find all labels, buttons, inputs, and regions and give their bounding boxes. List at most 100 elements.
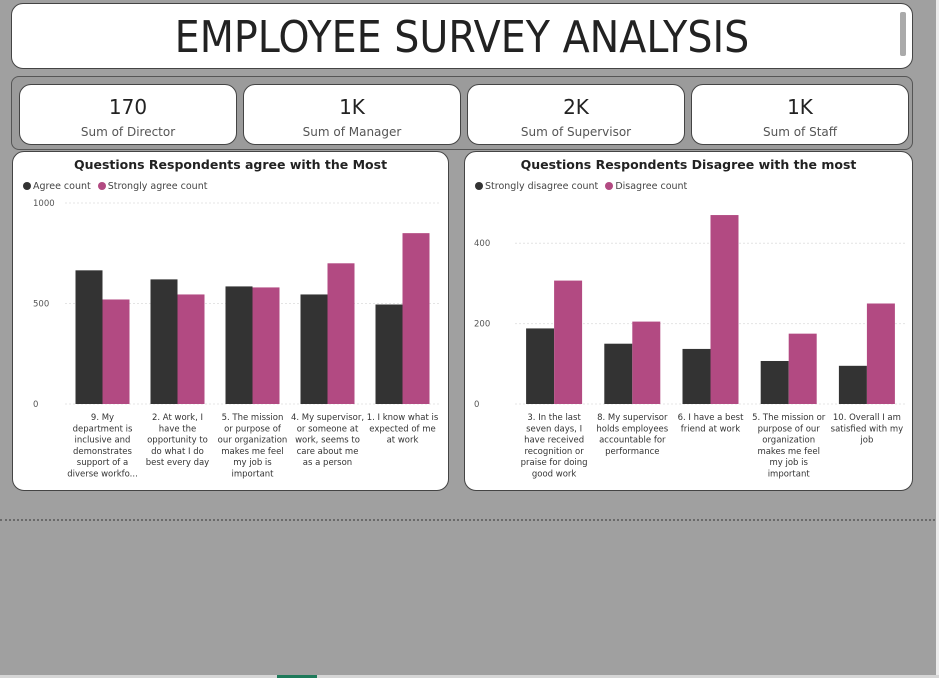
chart-title: Questions Respondents agree with the Mos… xyxy=(73,157,388,172)
legend-dot xyxy=(97,182,106,190)
x-tick-label-line: opportunity to xyxy=(147,436,208,446)
active-page-tab[interactable] xyxy=(277,675,317,678)
bar[interactable] xyxy=(760,360,789,404)
x-tick-label-line: job xyxy=(859,436,873,446)
bar[interactable] xyxy=(225,286,253,404)
legend-item[interactable]: Disagree count xyxy=(605,181,687,192)
legend-dot xyxy=(23,182,31,190)
kpi-label: Sum of Manager xyxy=(302,125,402,139)
x-tick-label-line: 2. At work, I xyxy=(152,413,203,423)
page-title: EMPLOYEE SURVEY ANALYSIS xyxy=(174,12,750,63)
x-tick-label-line: work, seems to xyxy=(295,436,360,446)
bar[interactable] xyxy=(327,263,355,404)
legend-label: Strongly disagree count xyxy=(485,181,599,192)
x-tick-label-line: support of a xyxy=(77,458,128,468)
x-tick-label-line: makes me feel xyxy=(221,447,284,457)
kpi-value: 170 xyxy=(108,95,148,119)
x-tick-label-line: demonstrates xyxy=(73,447,133,457)
bar[interactable] xyxy=(252,287,280,404)
disagree-bar-chart: 0 200 400 3. In the last seven days, I have r… xyxy=(474,215,906,480)
x-tick-label-line: 1. I know what is xyxy=(367,413,439,423)
x-tick-label: 8. My supervisor holds employees accountab… xyxy=(596,413,668,457)
kpi-card-manager[interactable]: 1K Sum of Manager xyxy=(243,84,461,145)
bar[interactable] xyxy=(150,279,178,404)
x-tick-label-line: 8. My supervisor xyxy=(597,413,668,423)
x-tick-label-line: satisfied with my xyxy=(831,424,904,434)
page-tabs-bar xyxy=(0,675,939,678)
x-tick-label-line: my job is xyxy=(769,458,808,468)
window-edge xyxy=(936,0,939,678)
kpi-value: 1K xyxy=(339,95,365,119)
bar[interactable] xyxy=(632,321,661,404)
x-tick-label-line: 5. The mission or xyxy=(752,413,826,423)
legend-item[interactable]: Strongly disagree count xyxy=(475,181,598,192)
x-tick-label-line: or someone at xyxy=(297,424,359,434)
chart-legend: Strongly disagree count Disagree count xyxy=(475,181,691,192)
x-tick-label: 6. I have a best friend at work xyxy=(678,413,745,434)
x-tick-label-line: best every day xyxy=(146,458,209,468)
x-tick-label-line: performance xyxy=(605,447,659,457)
kpi-card-supervisor[interactable]: 2K Sum of Supervisor xyxy=(467,84,685,145)
x-tick-label-line: have the xyxy=(159,424,197,434)
x-tick-label-line: seven days, I xyxy=(526,424,582,434)
bar[interactable] xyxy=(177,294,205,404)
kpi-label: Sum of Director xyxy=(80,125,176,139)
chart-title: Questions Respondents Disagree with the … xyxy=(520,157,857,172)
x-tick-label: 1. I know what is expected of me at work xyxy=(367,413,439,446)
y-tick-label: 400 xyxy=(474,239,490,249)
kpi-value: 2K xyxy=(563,95,589,119)
bar[interactable] xyxy=(788,333,817,404)
legend-dot xyxy=(475,182,483,190)
x-tick-label-line: do what I do xyxy=(151,447,204,457)
x-tick-label: 3. In the last seven days, I have received… xyxy=(521,413,588,480)
x-tick-label-line: 10. Overall I am xyxy=(833,413,901,423)
bar[interactable] xyxy=(402,233,430,404)
bar[interactable] xyxy=(526,328,555,404)
bar[interactable] xyxy=(75,270,103,404)
x-tick-label: 10. Overall I am satisfied with my job xyxy=(831,413,904,446)
x-tick-label-line: inclusive and xyxy=(75,436,131,446)
legend-dot xyxy=(605,182,614,190)
x-tick-label-line: diverse workfo... xyxy=(67,470,138,480)
bar[interactable] xyxy=(554,280,583,404)
bar[interactable] xyxy=(710,215,739,404)
x-tick-label-line: 5. The mission xyxy=(222,413,284,423)
y-tick-label: 1000 xyxy=(33,199,55,209)
legend-item[interactable]: Agree count xyxy=(23,181,91,192)
legend-label: Agree count xyxy=(33,181,91,192)
x-tick-label-line: accountable for xyxy=(599,436,666,446)
x-tick-label-line: have received xyxy=(524,436,584,446)
legend-item[interactable]: Strongly agree count xyxy=(97,181,208,192)
x-tick-label-line: good work xyxy=(532,470,577,480)
bar[interactable] xyxy=(604,343,633,404)
x-tick-label-line: friend at work xyxy=(681,424,740,434)
y-tick-label: 500 xyxy=(33,300,49,310)
scrollbar[interactable] xyxy=(900,12,906,56)
bar[interactable] xyxy=(866,303,895,405)
agree-chart-panel[interactable]: Questions Respondents agree with the Mos… xyxy=(12,151,449,491)
chart-legend: Agree count Strongly agree count xyxy=(23,181,211,192)
x-tick-label: 4. My supervisor, or someone at work, seem… xyxy=(291,413,364,468)
x-tick-label-line: my job is xyxy=(233,458,272,468)
title-banner: EMPLOYEE SURVEY ANALYSIS xyxy=(11,3,913,69)
legend-label: Strongly agree count xyxy=(107,181,208,192)
bar[interactable] xyxy=(838,365,867,404)
x-tick-label-line: 9. My xyxy=(91,413,114,423)
legend-label: Disagree count xyxy=(615,181,688,192)
bar[interactable] xyxy=(300,294,328,404)
x-tick-label-line: recognition or xyxy=(524,447,584,457)
disagree-chart-panel[interactable]: Questions Respondents Disagree with the … xyxy=(464,151,913,491)
bar[interactable] xyxy=(102,299,130,404)
bar[interactable] xyxy=(375,304,403,404)
bar[interactable] xyxy=(682,348,711,404)
kpi-label: Sum of Supervisor xyxy=(520,125,632,139)
x-tick-label-line: or purpose of xyxy=(224,424,282,434)
x-tick-label-line: 3. In the last xyxy=(527,413,581,423)
x-tick-label-line: 6. I have a best xyxy=(678,413,745,423)
kpi-card-director[interactable]: 170 Sum of Director xyxy=(19,84,237,145)
x-tick-label-line: purpose of our xyxy=(758,424,821,434)
kpi-card-staff[interactable]: 1K Sum of Staff xyxy=(691,84,909,145)
x-tick-label: 5. The mission or purpose of our organizat… xyxy=(752,413,826,480)
